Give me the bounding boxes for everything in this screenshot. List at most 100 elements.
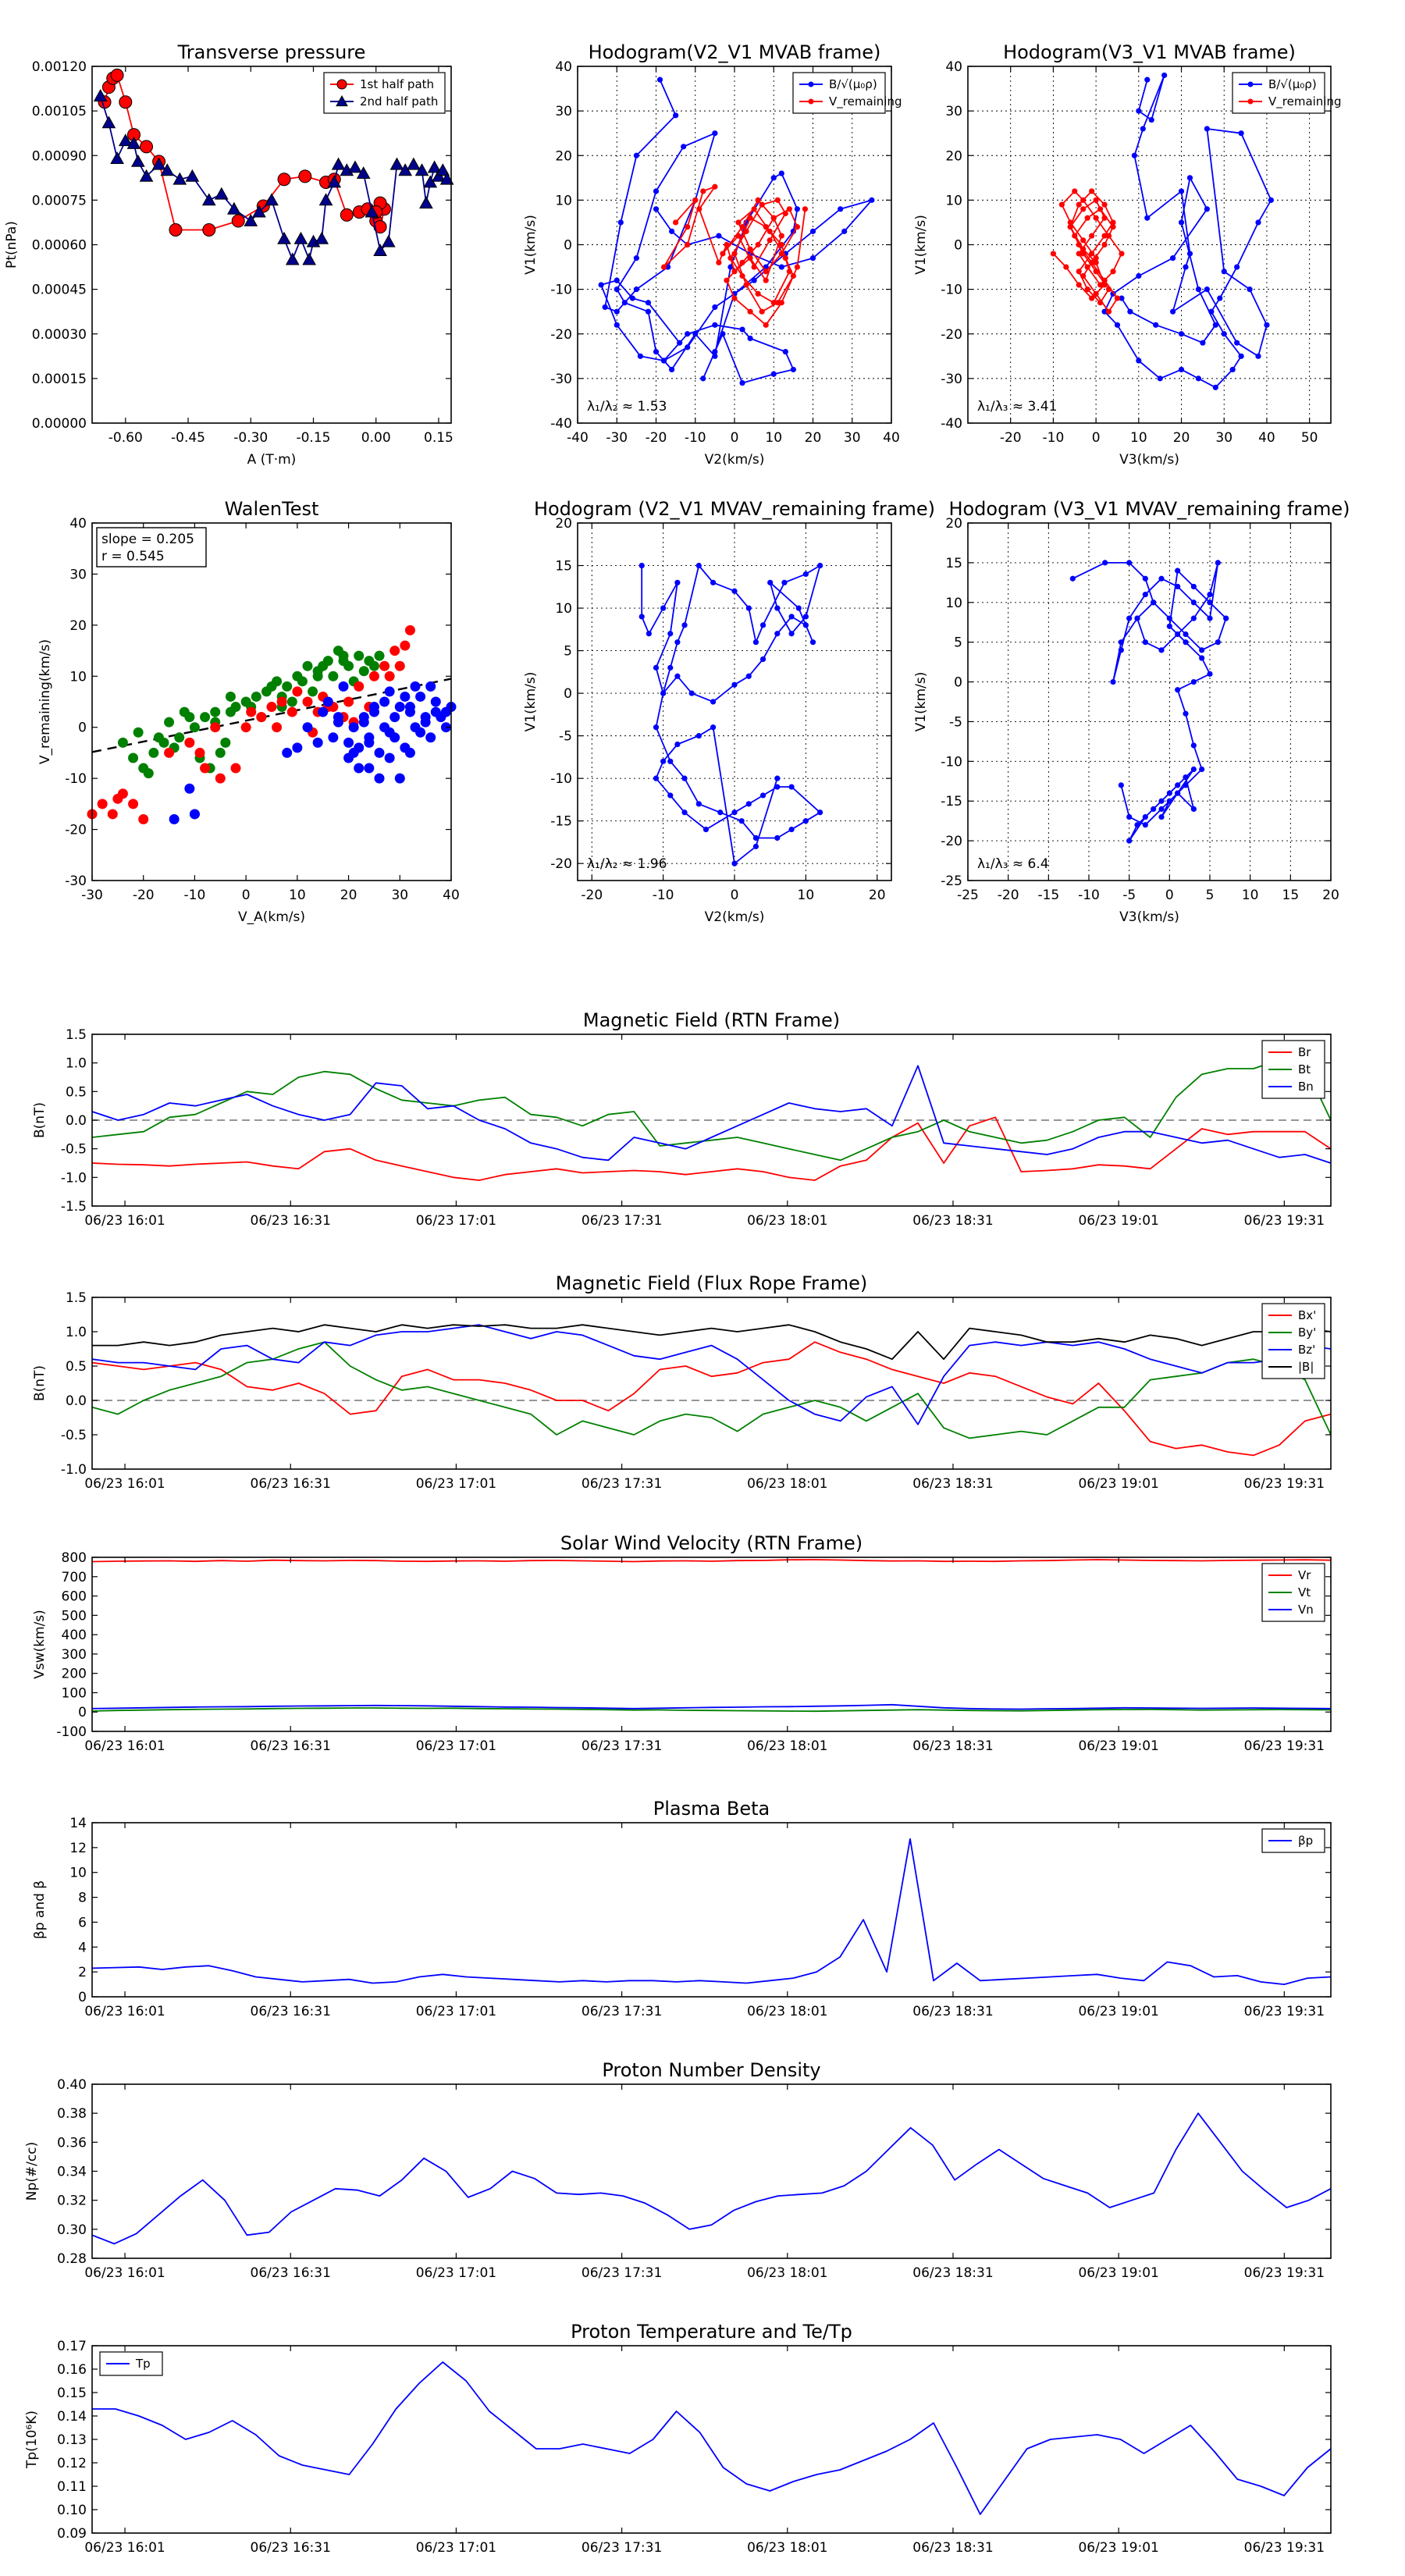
- y-tick-label: 0: [954, 675, 962, 691]
- x-tick-label: -20: [646, 430, 667, 446]
- data-marker: [252, 205, 266, 218]
- scatter-point: [394, 773, 405, 784]
- scatter-point: [312, 671, 323, 681]
- data-point: [794, 224, 800, 230]
- scatter-point: [368, 671, 379, 681]
- scatter-point: [354, 742, 365, 753]
- legend-label: βp: [1298, 1834, 1313, 1848]
- data-point: [1119, 295, 1125, 301]
- scatter-point: [425, 681, 436, 692]
- data-point: [774, 631, 781, 637]
- data-point: [1101, 282, 1108, 288]
- scatter-point: [415, 691, 426, 702]
- series-line: [91, 1059, 1332, 1162]
- series-line: [91, 1341, 1332, 1457]
- data-point: [710, 699, 717, 705]
- data-point: [1136, 108, 1142, 114]
- data-point: [767, 579, 774, 585]
- y-axis-label: Np(#/cc): [24, 2142, 40, 2201]
- data-point: [667, 664, 674, 671]
- data-point: [1131, 152, 1137, 158]
- scatter-point: [128, 799, 139, 809]
- x-tick-label: 06/23 19:01: [1078, 1476, 1158, 1492]
- y-tick-label: 0.30: [57, 2222, 87, 2238]
- y-axis-label: V1(km/s): [913, 215, 929, 275]
- data-point: [1166, 623, 1172, 629]
- data-point: [674, 639, 681, 646]
- data-point: [739, 259, 745, 265]
- legend-label: V_remaining: [829, 94, 902, 109]
- y-tick-label: 0.10: [57, 2503, 87, 2518]
- data-point: [1080, 251, 1087, 257]
- data-point: [778, 264, 784, 270]
- y-tick-label: -10: [65, 771, 87, 787]
- y-tick-label: 15: [945, 556, 962, 571]
- x-tick-label: 0: [242, 888, 251, 903]
- data-point: [645, 308, 652, 315]
- y-tick-label: 0.00000: [32, 416, 87, 432]
- plot-frame: [91, 522, 452, 881]
- data-point: [1207, 600, 1213, 606]
- scatter-point: [368, 660, 379, 671]
- y-tick-label: -20: [941, 327, 962, 343]
- data-point: [1093, 269, 1099, 275]
- x-tick-label: 06/23 16:01: [84, 1738, 165, 1754]
- legend-label: B/√(μ₀ρ): [1268, 77, 1317, 91]
- y-tick-label: 30: [69, 567, 87, 582]
- data-point: [1234, 340, 1240, 346]
- y-tick-label: -10: [550, 283, 572, 298]
- stats-text: slope = 0.205: [101, 532, 194, 547]
- x-tick-label: 06/23 19:31: [1244, 2540, 1325, 2556]
- x-tick-label: 06/23 17:01: [416, 1476, 496, 1492]
- data-point: [681, 809, 688, 816]
- legend-marker: [336, 79, 347, 90]
- x-tick-label: 06/23 18:31: [912, 2265, 993, 2281]
- data-point: [759, 622, 767, 628]
- data-point: [1097, 206, 1104, 212]
- data-point: [660, 264, 667, 270]
- data-point: [660, 758, 667, 764]
- data-point: [667, 631, 674, 637]
- data-point: [759, 792, 767, 799]
- data-point: [802, 206, 809, 212]
- data-point: [614, 322, 620, 328]
- x-tick-label: 0.15: [424, 430, 454, 446]
- data-point: [786, 206, 792, 212]
- y-tick-label: 0.34: [57, 2165, 87, 2180]
- y-tick-label: -15: [941, 794, 962, 809]
- data-point: [1204, 286, 1210, 293]
- data-point: [778, 241, 784, 248]
- legend-marker: [1247, 98, 1254, 105]
- data-point: [1175, 631, 1181, 638]
- data-point: [1069, 575, 1076, 582]
- data-point: [712, 353, 718, 359]
- data-point: [1151, 600, 1157, 606]
- data-point: [1169, 308, 1176, 315]
- scatter-point: [404, 747, 415, 758]
- scatter-point: [358, 666, 369, 677]
- x-tick-label: 30: [391, 888, 408, 903]
- data-point: [1093, 259, 1099, 265]
- data-marker: [419, 196, 433, 209]
- data-point: [1126, 813, 1133, 820]
- y-tick-label: 0.00075: [32, 193, 87, 208]
- data-point: [681, 144, 687, 150]
- data-marker: [340, 208, 354, 222]
- y-tick-label: 0.0: [66, 1113, 87, 1129]
- data-point: [1136, 358, 1142, 364]
- data-marker: [381, 234, 396, 247]
- ratio-annotation: λ₁/λ₃ ≈ 6.4: [977, 856, 1049, 872]
- data-point: [1207, 592, 1213, 598]
- data-point: [1158, 647, 1165, 653]
- data-point: [1183, 710, 1189, 717]
- data-point: [745, 801, 752, 807]
- data-point: [1178, 219, 1185, 226]
- data-point: [1190, 615, 1197, 621]
- x-tick-label: 06/23 17:01: [416, 2540, 496, 2556]
- data-point: [1153, 322, 1159, 328]
- data-point: [1200, 340, 1206, 346]
- y-tick-label: 40: [945, 59, 962, 75]
- data-point: [1080, 197, 1087, 203]
- y-tick-label: 0.00120: [32, 59, 87, 75]
- data-point: [751, 277, 757, 283]
